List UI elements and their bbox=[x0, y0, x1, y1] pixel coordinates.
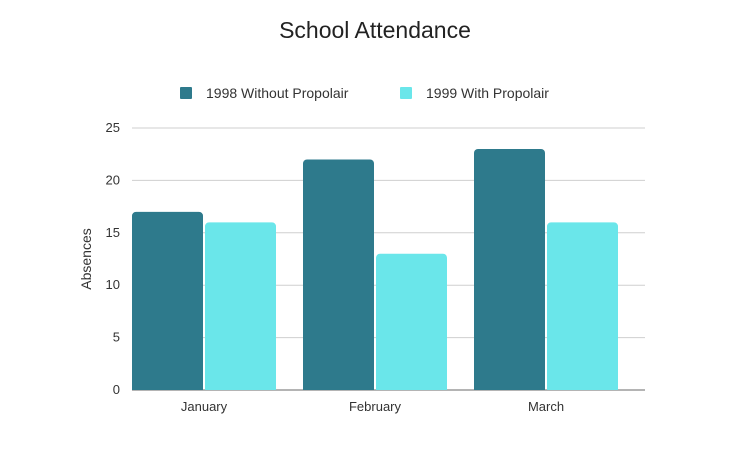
y-tick-label: 25 bbox=[106, 120, 120, 135]
x-tick-label: January bbox=[181, 399, 228, 414]
y-tick-label: 10 bbox=[106, 277, 120, 292]
bar bbox=[205, 222, 276, 390]
y-tick-label: 0 bbox=[113, 382, 120, 397]
bar bbox=[547, 222, 618, 390]
bar-base bbox=[547, 384, 618, 390]
bar-base bbox=[376, 384, 447, 390]
legend-swatch-1998 bbox=[180, 87, 192, 99]
chart-title: School Attendance bbox=[279, 17, 471, 43]
x-tick-label: March bbox=[528, 399, 564, 414]
bar bbox=[303, 159, 374, 390]
bar-base bbox=[474, 384, 545, 390]
axis-ticks: 0 5 10 15 20 25 January February March bbox=[106, 120, 565, 414]
bars bbox=[132, 148, 618, 390]
x-tick-label: February bbox=[349, 399, 402, 414]
y-tick-label: 20 bbox=[106, 172, 120, 187]
legend: 1998 Without Propolair 1999 With Propola… bbox=[180, 85, 549, 101]
bar bbox=[132, 211, 203, 390]
bar-base bbox=[132, 384, 203, 390]
legend-label-1998: 1998 Without Propolair bbox=[206, 85, 349, 101]
y-tick-label: 15 bbox=[106, 225, 120, 240]
y-axis-label: Absences bbox=[78, 228, 94, 289]
bar bbox=[474, 148, 545, 390]
bar-base bbox=[205, 384, 276, 390]
bar bbox=[376, 253, 447, 390]
bar-base bbox=[303, 384, 374, 390]
legend-label-1999: 1999 With Propolair bbox=[426, 85, 549, 101]
y-tick-label: 5 bbox=[113, 330, 120, 345]
legend-swatch-1999 bbox=[400, 87, 412, 99]
